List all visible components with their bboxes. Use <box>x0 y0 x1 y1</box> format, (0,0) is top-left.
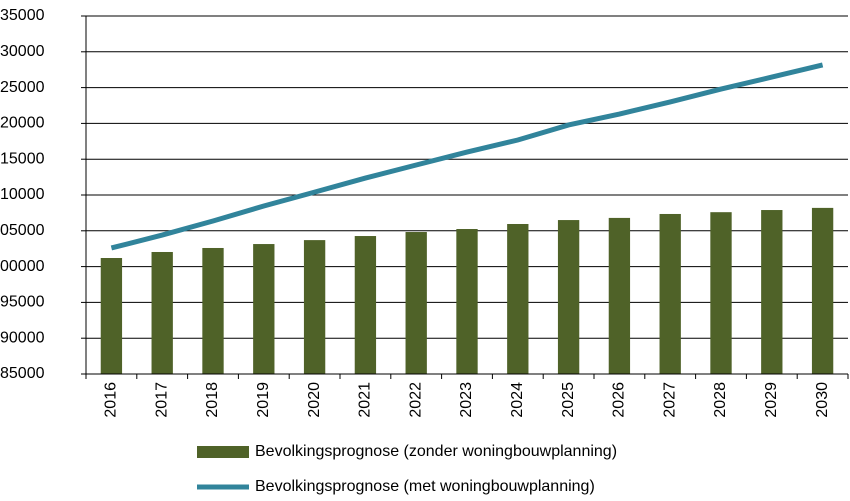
y-tick-label: 00000 <box>0 258 45 275</box>
bar <box>253 244 275 374</box>
y-tick-label: 30000 <box>0 43 45 60</box>
x-tick-label: 2022 <box>407 382 424 418</box>
y-tick-label: 25000 <box>0 79 45 96</box>
x-tick-label: 2030 <box>814 382 831 418</box>
bar <box>557 220 580 374</box>
x-tick-label: 2029 <box>763 382 780 418</box>
legend-swatch <box>197 446 249 458</box>
x-tick-label: 2025 <box>560 382 577 418</box>
bar <box>811 207 834 374</box>
x-tick-label: 2018 <box>204 382 221 418</box>
bar <box>659 213 681 374</box>
bar <box>100 258 123 374</box>
x-tick-label: 2023 <box>458 382 475 418</box>
y-tick-label: 20000 <box>0 115 45 132</box>
bar <box>151 251 173 374</box>
bar <box>405 232 427 374</box>
bar <box>710 212 732 374</box>
y-tick-label: 95000 <box>0 294 45 311</box>
x-tick-label: 2016 <box>103 382 120 418</box>
bar <box>761 210 783 374</box>
y-tick-label: 10000 <box>0 186 45 203</box>
bar <box>202 247 224 374</box>
legend-label: Bevolkingsprognose (met woningbouwplanni… <box>255 478 595 495</box>
legend-label: Bevolkingsprognose (zonder woningbouwpla… <box>255 443 617 460</box>
x-tick-label: 2019 <box>255 382 272 418</box>
y-tick-label: 85000 <box>0 365 45 382</box>
bar <box>303 240 326 374</box>
x-tick-label: 2017 <box>153 382 170 418</box>
y-tick-label: 05000 <box>0 222 45 239</box>
bar <box>456 229 478 374</box>
y-tick-label: 35000 <box>0 7 45 24</box>
y-tick-label: 15000 <box>0 150 45 167</box>
x-tick-label: 2020 <box>306 382 323 418</box>
bar <box>507 223 529 374</box>
x-tick-label: 2024 <box>509 382 526 418</box>
x-tick-label: 2027 <box>661 382 678 418</box>
x-tick-label: 2021 <box>357 382 374 418</box>
bar <box>354 236 377 374</box>
y-tick-label: 90000 <box>0 329 45 346</box>
line <box>110 62 824 251</box>
bar <box>608 217 631 374</box>
x-tick-label: 2026 <box>611 382 628 418</box>
x-tick-label: 2028 <box>712 382 729 418</box>
